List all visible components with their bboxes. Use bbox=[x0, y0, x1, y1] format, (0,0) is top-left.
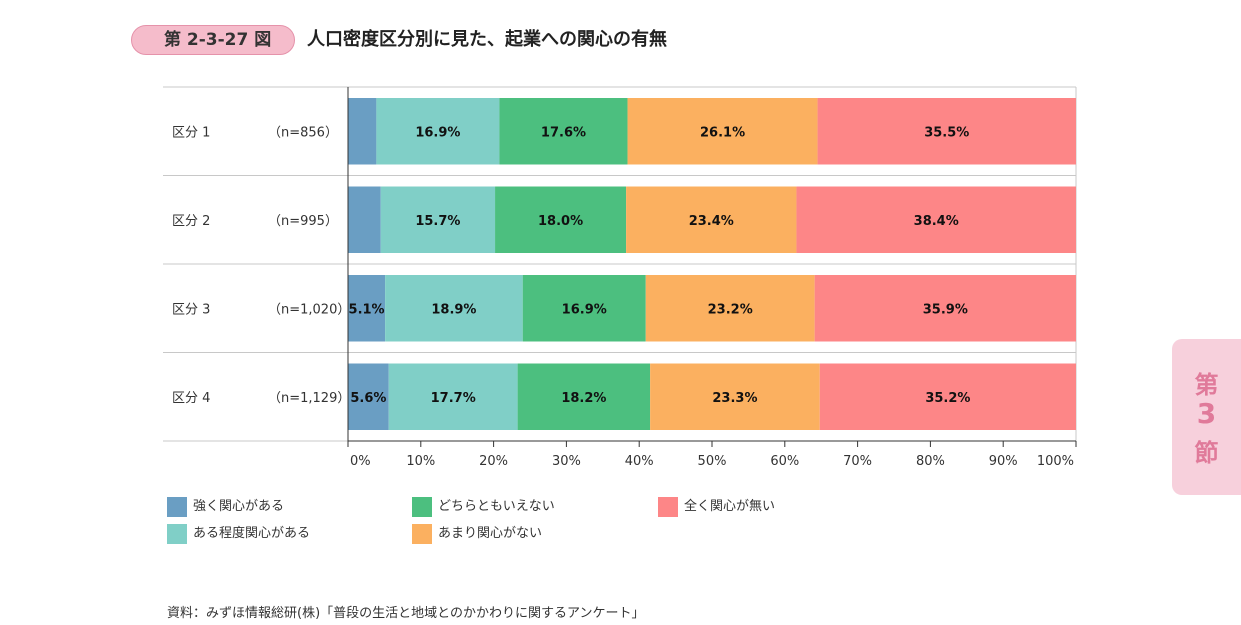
legend-swatch bbox=[658, 497, 678, 517]
bar-segment bbox=[495, 186, 627, 253]
x-tick-label: 70% bbox=[843, 454, 872, 469]
bar-segment bbox=[376, 98, 500, 165]
data-label: 23.3% bbox=[712, 391, 757, 406]
data-label: 5.1% bbox=[349, 302, 385, 317]
data-label: 18.2% bbox=[561, 391, 606, 406]
bar-segment bbox=[626, 186, 797, 253]
data-label: 16.9% bbox=[415, 125, 460, 140]
section-tab-number: 3 bbox=[1196, 397, 1217, 430]
x-tick-label: 100% bbox=[1037, 454, 1074, 469]
data-label: 38.4% bbox=[914, 214, 959, 229]
bar-segment bbox=[348, 186, 381, 253]
category-label: 区分 2 bbox=[172, 214, 210, 229]
figure-number-badge: 第 2-3-27 図 bbox=[131, 25, 295, 55]
category-label: 区分 4 bbox=[172, 391, 210, 406]
data-label: 35.2% bbox=[925, 391, 970, 406]
bar-segment bbox=[348, 98, 377, 165]
data-label: 35.9% bbox=[923, 302, 968, 317]
data-label: 26.1% bbox=[700, 125, 745, 140]
bar-segment bbox=[348, 275, 386, 342]
x-tick-label: 20% bbox=[479, 454, 508, 469]
bar-segment bbox=[380, 186, 496, 253]
section-tab: 第 3 節 bbox=[1172, 339, 1241, 495]
x-tick-label: 0% bbox=[350, 454, 371, 469]
legend-label: 全く関心が無い bbox=[684, 499, 776, 514]
bar-segment bbox=[814, 275, 1076, 342]
legend-label: どちらともいえない bbox=[438, 499, 555, 514]
x-tick-label: 90% bbox=[989, 454, 1018, 469]
x-tick-label: 60% bbox=[770, 454, 799, 469]
section-tab-char-1: 第 bbox=[1194, 371, 1219, 399]
bar-segment bbox=[817, 98, 1076, 165]
sample-size-label: （n=1,020） bbox=[268, 302, 350, 317]
source-note: 資料：みずほ情報総研(株)「普段の生活と地域とのかかわりに関するアンケート」 bbox=[167, 606, 645, 621]
bar-segment bbox=[522, 275, 646, 342]
bar-segment bbox=[645, 275, 815, 342]
bar-segment bbox=[517, 363, 651, 430]
data-label: 23.2% bbox=[708, 302, 753, 317]
bar-segment bbox=[499, 98, 628, 165]
legend-label: あまり関心がない bbox=[438, 526, 543, 541]
x-tick-label: 30% bbox=[552, 454, 581, 469]
legend-swatch bbox=[167, 524, 187, 544]
sample-size-label: （n=995） bbox=[268, 214, 338, 229]
data-label: 16.9% bbox=[562, 302, 607, 317]
data-label: 18.9% bbox=[431, 302, 476, 317]
bar-segment bbox=[385, 275, 523, 342]
bar-segment bbox=[388, 363, 518, 430]
section-tab-char-2: 節 bbox=[1194, 439, 1219, 467]
bar-segment bbox=[819, 363, 1076, 430]
bar-segment bbox=[796, 186, 1076, 253]
x-tick-label: 10% bbox=[406, 454, 435, 469]
legend-swatch bbox=[412, 524, 432, 544]
data-label: 18.0% bbox=[538, 214, 583, 229]
data-label: 35.5% bbox=[924, 125, 969, 140]
legend-label: ある程度関心がある bbox=[193, 526, 311, 541]
x-tick-label: 80% bbox=[916, 454, 945, 469]
bar-segment bbox=[627, 98, 818, 165]
data-label: 5.6% bbox=[350, 391, 386, 406]
legend-swatch bbox=[412, 497, 432, 517]
category-label: 区分 3 bbox=[172, 302, 210, 317]
data-label: 23.4% bbox=[689, 214, 734, 229]
data-label: 17.7% bbox=[431, 391, 476, 406]
bar-segment bbox=[650, 363, 820, 430]
x-tick-label: 50% bbox=[698, 454, 727, 469]
data-label: 15.7% bbox=[415, 214, 460, 229]
data-label: 17.6% bbox=[541, 125, 586, 140]
bar-segment bbox=[348, 363, 389, 430]
legend-label: 強く関心がある bbox=[193, 499, 285, 514]
sample-size-label: （n=1,129） bbox=[268, 391, 350, 406]
legend-swatch bbox=[167, 497, 187, 517]
category-label: 区分 1 bbox=[172, 125, 210, 140]
sample-size-label: （n=856） bbox=[268, 125, 338, 140]
x-tick-label: 40% bbox=[625, 454, 654, 469]
figure-title: 人口密度区分別に見た、起業への関心の有無 bbox=[307, 29, 667, 50]
